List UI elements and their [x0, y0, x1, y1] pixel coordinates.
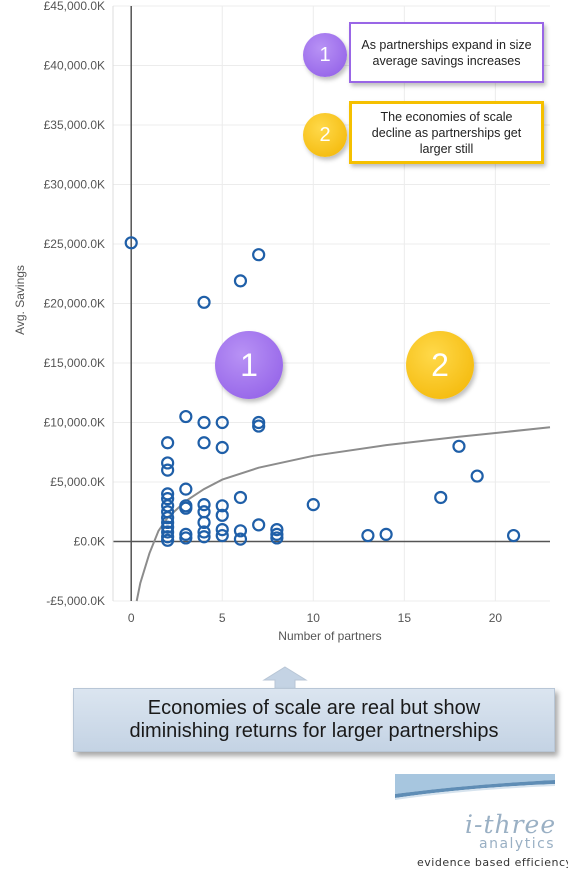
callout-1-box: As partnerships expand in size average s… [349, 22, 544, 83]
data-point [179, 501, 193, 515]
grid-lines [113, 5, 550, 602]
data-point [270, 522, 284, 537]
company-logo: i-three analytics evidence based efficie… [395, 772, 568, 872]
data-point [361, 528, 375, 543]
data-point [434, 490, 448, 505]
data-point [506, 528, 521, 543]
data-point [161, 456, 175, 470]
x-tick-label: 0 [128, 611, 135, 625]
data-point [161, 492, 175, 506]
swoosh-logo-icon [395, 774, 555, 800]
x-tick-label: 20 [489, 611, 503, 625]
y-tick-label: £5,000.0K [50, 475, 105, 489]
y-tick-label: £20,000.0K [44, 297, 105, 311]
data-point [161, 511, 175, 525]
y-tick-label: £0.0K [74, 535, 105, 549]
y-tick-label: £15,000.0K [44, 356, 105, 370]
region-2-badge: 2 [406, 331, 474, 399]
data-point [452, 439, 466, 453]
y-tick-label: -£5,000.0K [46, 594, 105, 608]
data-point [197, 436, 211, 450]
data-point [270, 531, 284, 545]
banner-line-1: Economies of scale are real but show [147, 697, 481, 719]
data-point [179, 482, 193, 496]
data-point [215, 415, 229, 430]
data-point [470, 469, 484, 483]
data-point [179, 531, 193, 545]
x-axis-title: Number of partners [278, 629, 381, 643]
data-point [252, 518, 266, 532]
callout-1-badge: 1 [303, 33, 347, 77]
y-tick-label: £30,000.0K [44, 178, 105, 192]
y-tick-label: £10,000.0K [44, 416, 105, 430]
data-point [252, 248, 266, 262]
data-point [197, 525, 211, 539]
data-point [197, 498, 211, 512]
data-point [197, 505, 211, 519]
trend-line [135, 426, 551, 602]
data-point [233, 490, 248, 505]
arrow-up-icon [262, 666, 308, 690]
conclusion-banner: Economies of scale are real but show dim… [73, 688, 555, 752]
callout-2-box: The economies of scale decline as partne… [349, 101, 544, 164]
data-point [179, 409, 193, 424]
callout-2-badge: 2 [303, 113, 347, 157]
x-tick-label: 10 [307, 611, 321, 625]
x-tick-labels: 0 5 10 15 20 [128, 611, 503, 625]
data-point [161, 533, 175, 547]
data-point [161, 525, 175, 539]
data-point [215, 528, 229, 543]
data-point [197, 515, 211, 530]
data-point [161, 520, 175, 534]
data-point [215, 508, 229, 522]
logo-tagline: evidence based efficiency [417, 856, 568, 869]
data-point [215, 440, 229, 455]
banner-line-2: diminishing returns for larger partnersh… [129, 720, 499, 742]
y-tick-label: £45,000.0K [44, 0, 105, 13]
y-tick-label: £35,000.0K [44, 118, 105, 132]
data-point [197, 530, 211, 544]
data-point [252, 419, 266, 433]
data-point [215, 499, 229, 513]
data-point [306, 498, 320, 512]
data-point [197, 415, 211, 430]
data-point [233, 274, 248, 288]
data-point [161, 515, 175, 530]
data-point [161, 436, 175, 450]
data-point [233, 524, 248, 538]
scatter-chart: -£5,000.0K £0.0K £5,000.0K £10,000.0K £15,00… [13, 0, 551, 643]
x-tick-label: 15 [398, 611, 412, 625]
data-point [233, 532, 248, 546]
y-axis-title: Avg. Savings [13, 265, 27, 335]
data-point [379, 527, 393, 541]
data-points [124, 236, 521, 547]
logo-subtitle: analytics [479, 836, 556, 852]
region-1-badge: 1 [215, 331, 283, 399]
data-point [124, 236, 138, 250]
data-point [161, 463, 175, 477]
data-point [197, 295, 211, 309]
y-tick-label: £40,000.0K [44, 59, 105, 73]
y-tick-label: £25,000.0K [44, 237, 105, 251]
y-tick-labels: -£5,000.0K £0.0K £5,000.0K £10,000.0K £15,00… [44, 0, 105, 608]
logo-name: i-three [465, 810, 557, 839]
x-tick-label: 5 [219, 611, 226, 625]
axes [112, 6, 550, 601]
trend-curve [135, 426, 551, 602]
data-point [215, 522, 229, 537]
